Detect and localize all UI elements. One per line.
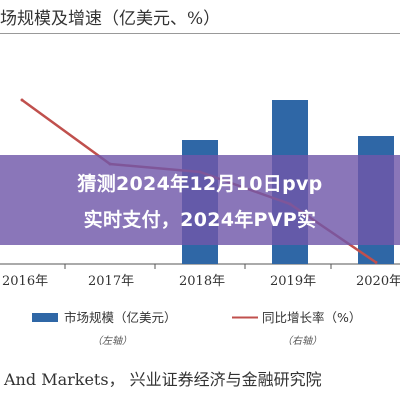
headline-line-1: 猜测2024年12月10日pvp bbox=[77, 173, 323, 195]
x-tick-label-0: 2016年 bbox=[2, 274, 49, 289]
chart-header: 场规模及增速（亿美元、%） bbox=[0, 0, 400, 34]
chart-title: 场规模及增速（亿美元、%） bbox=[0, 9, 221, 29]
headline-line-2: 实时支付，2024年PVP实 bbox=[83, 209, 317, 231]
headline-banner: 猜测2024年12月10日pvp 实时支付，2024年PVP实 bbox=[0, 155, 400, 245]
legend-label-bar: 市场规模（亿美元） bbox=[64, 310, 177, 325]
x-tick-label-1: 2017年 bbox=[88, 274, 135, 289]
x-tick-label-4: 2020年 bbox=[356, 274, 400, 289]
line-point-2016年 bbox=[20, 98, 24, 102]
legend-note-left-axis: （左轴） bbox=[92, 336, 132, 347]
title-divider bbox=[0, 33, 400, 34]
legend-swatch-bar bbox=[32, 313, 58, 322]
legend-label-line: 同比增长率（%） bbox=[262, 310, 362, 325]
legend-note-right-axis: （右轴） bbox=[282, 336, 322, 347]
x-tick-label-2: 2018年 bbox=[179, 274, 226, 289]
source-text: And Markets， 兴业证券经济与金融研究院 bbox=[4, 370, 322, 389]
line-point-2020年 bbox=[374, 260, 378, 264]
x-tick-label-3: 2019年 bbox=[270, 274, 317, 289]
legend-swatch-line bbox=[232, 316, 258, 319]
